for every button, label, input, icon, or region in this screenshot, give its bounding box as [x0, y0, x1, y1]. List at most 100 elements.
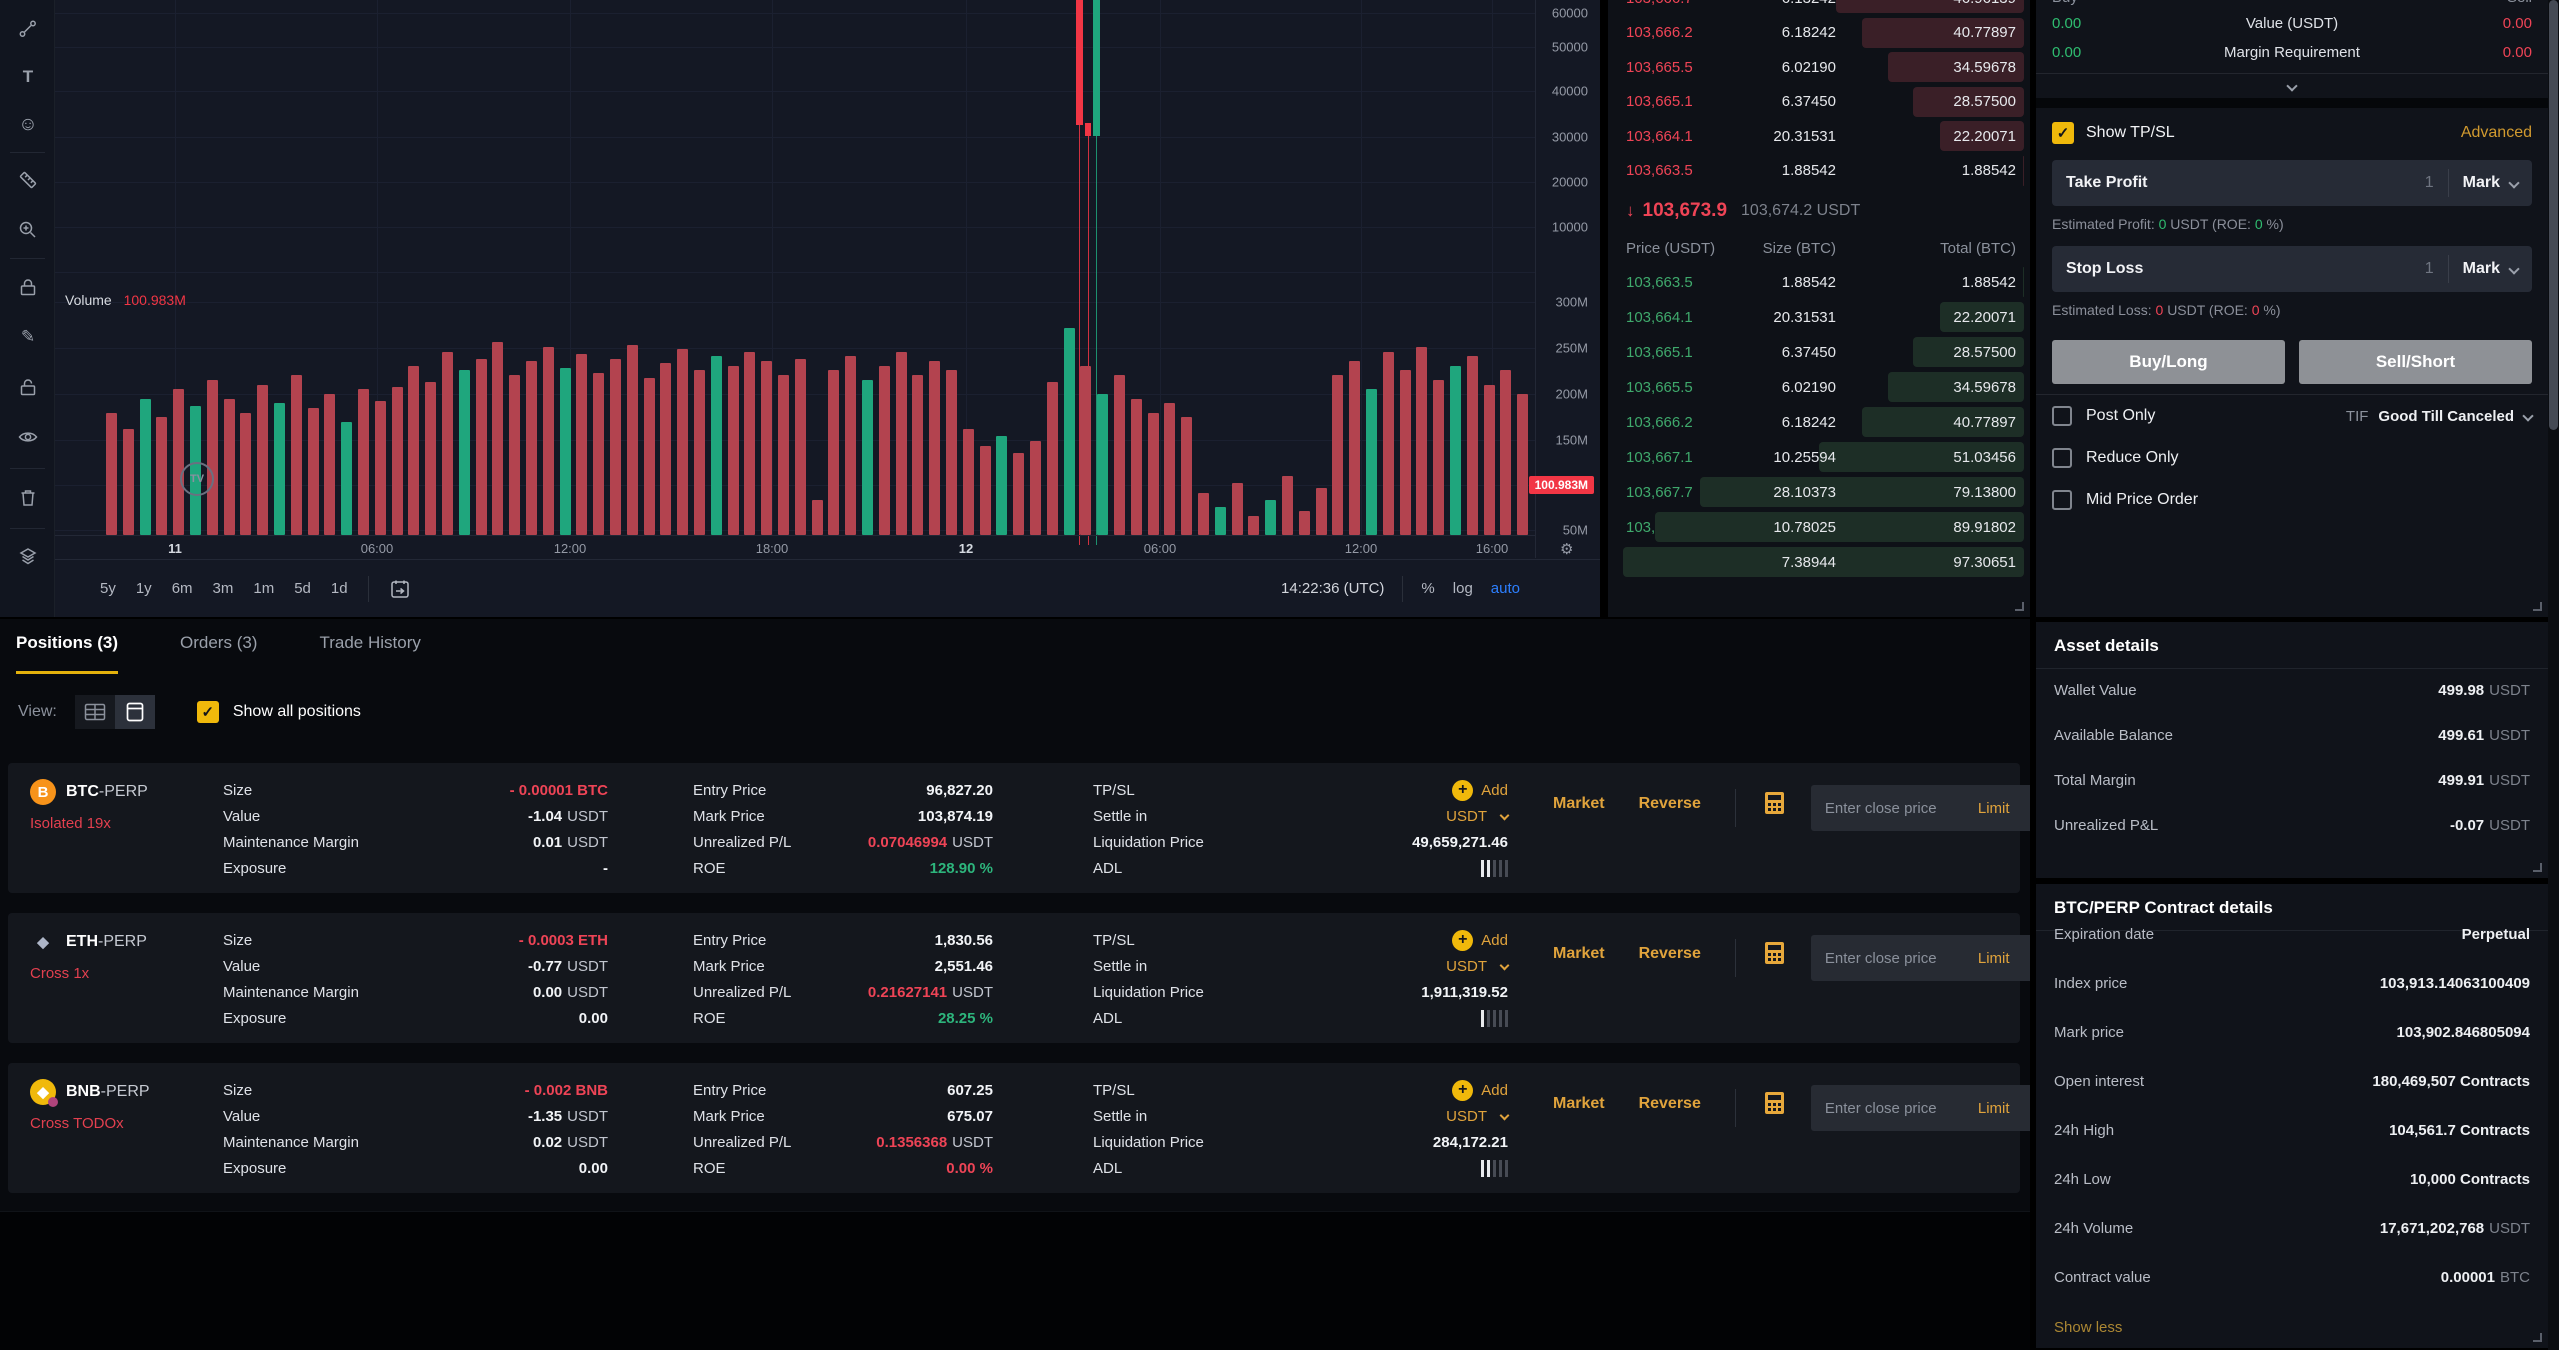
- tif-dropdown[interactable]: TIF Good Till Canceled: [2346, 408, 2534, 425]
- tpsl-add[interactable]: + Add: [1452, 779, 1508, 801]
- axis-settings-icon[interactable]: ⚙: [1560, 541, 1574, 558]
- sell-tab[interactable]: Sell: [2507, 0, 2532, 6]
- order-book-ask-row[interactable]: 103,666.2 6.18242 40.77897: [1608, 16, 2030, 50]
- object-tree-icon[interactable]: [13, 542, 43, 572]
- trend-line-tool-icon[interactable]: [13, 14, 43, 44]
- hide-drawings-icon[interactable]: [13, 422, 43, 452]
- card-view-button[interactable]: [114, 695, 155, 729]
- tpsl-add[interactable]: + Add: [1452, 929, 1508, 951]
- sell-short-button[interactable]: Sell/Short: [2299, 340, 2532, 384]
- show-tpsl-checkbox[interactable]: ✓: [2052, 122, 2074, 144]
- grid-view-button[interactable]: [74, 695, 115, 729]
- percent-scale-button[interactable]: %: [1421, 580, 1435, 597]
- resize-handle[interactable]: [2533, 1333, 2542, 1342]
- take-profit-trigger-dropdown[interactable]: Mark: [2462, 174, 2500, 191]
- timeframe-5d-button[interactable]: 5d: [294, 580, 311, 597]
- timeframe-5y-button[interactable]: 5y: [100, 580, 116, 597]
- reverse-position-button[interactable]: Reverse: [1638, 1095, 1701, 1112]
- order-book-bid-row[interactable]: 103,663.5 1.88542 1.88542: [1608, 265, 2030, 299]
- calculator-icon[interactable]: [1764, 1091, 1785, 1120]
- close-price-input[interactable]: [1822, 798, 1978, 818]
- add-icon[interactable]: +: [1452, 779, 1474, 801]
- measure-tool-icon[interactable]: [13, 165, 43, 195]
- reduce-only-checkbox[interactable]: [2052, 448, 2072, 468]
- tpsl-add[interactable]: + Add: [1452, 1079, 1508, 1101]
- tab-orders[interactable]: Orders (3): [180, 633, 258, 652]
- price-chart[interactable]: Volume 100.983M 60000 50000 40000 30000 2000…: [55, 0, 1600, 617]
- show-all-positions-checkbox[interactable]: ✓: [196, 701, 219, 723]
- resize-handle[interactable]: [2015, 602, 2024, 611]
- limit-close-button[interactable]: Limit: [1977, 949, 2010, 967]
- stop-loss-trigger-dropdown[interactable]: Mark: [2462, 260, 2500, 277]
- mid-price-order-checkbox[interactable]: [2052, 490, 2072, 510]
- order-book-ask-row[interactable]: 103,665.1 6.37450 28.57500: [1608, 85, 2030, 119]
- order-book-ask-row[interactable]: 103,664.1 20.31531 22.20071: [1608, 119, 2030, 153]
- take-profit-input[interactable]: Take Profit 1 Mark: [2052, 160, 2532, 206]
- order-book-bid-row[interactable]: 103,664.1 20.31531 22.20071: [1608, 300, 2030, 334]
- auto-scale-button[interactable]: auto: [1490, 580, 1520, 597]
- buy-tab[interactable]: Buy: [2052, 0, 2078, 6]
- add-tpsl-button[interactable]: Add: [1481, 781, 1508, 799]
- collapse-section-button[interactable]: [2036, 74, 2548, 98]
- order-book-bid-row[interactable]: 103,667.7 28.10373 79.13800: [1608, 475, 2030, 509]
- draw-tool-icon[interactable]: ✎: [20, 327, 36, 346]
- volume-bar: [1013, 453, 1025, 535]
- add-icon[interactable]: +: [1452, 1079, 1474, 1101]
- post-only-checkbox[interactable]: [2052, 406, 2072, 426]
- order-book-ask-row[interactable]: 103,666.76.1324246.96139: [1608, 0, 2030, 15]
- text-tool-icon[interactable]: T: [22, 67, 34, 86]
- add-icon[interactable]: +: [1452, 929, 1474, 951]
- order-book-ask-row[interactable]: 103,665.5 6.02190 34.59678: [1608, 50, 2030, 84]
- limit-close-button[interactable]: Limit: [1977, 1099, 2010, 1117]
- calculator-icon[interactable]: [1764, 791, 1785, 820]
- order-book-bid-row[interactable]: 103,665.1 6.37450 28.57500: [1608, 335, 2030, 369]
- tab-trade-history[interactable]: Trade History: [319, 633, 421, 652]
- timeframe-1m-button[interactable]: 1m: [253, 580, 275, 597]
- settle-currency-dropdown[interactable]: USDT: [1446, 1108, 1510, 1125]
- market-close-button[interactable]: Market: [1553, 795, 1605, 812]
- buy-long-button[interactable]: Buy/Long: [2052, 340, 2285, 384]
- reverse-position-button[interactable]: Reverse: [1638, 945, 1701, 962]
- scrollbar-thumb[interactable]: [2549, 0, 2558, 430]
- order-book-bid-row[interactable]: 103,667.1 10.25594 51.03456: [1608, 440, 2030, 474]
- market-close-button[interactable]: Market: [1553, 1095, 1605, 1112]
- timeframe-6m-button[interactable]: 6m: [171, 580, 193, 597]
- emoji-tool-icon[interactable]: ☺: [18, 114, 38, 135]
- page-scrollbar[interactable]: [2548, 0, 2559, 1350]
- zoom-in-tool-icon[interactable]: [13, 215, 43, 245]
- resize-handle[interactable]: [2533, 602, 2542, 611]
- goto-date-icon[interactable]: [389, 578, 411, 600]
- unlock-tool-icon[interactable]: [13, 372, 43, 402]
- market-close-button[interactable]: Market: [1553, 945, 1605, 962]
- order-book-bid-row[interactable]: 103,665.5 6.02190 34.59678: [1608, 370, 2030, 404]
- toolbar-divider: [367, 575, 369, 602]
- log-scale-button[interactable]: log: [1452, 580, 1473, 597]
- close-price-input[interactable]: [1822, 1098, 1978, 1118]
- lock-tool-icon[interactable]: [13, 272, 43, 302]
- order-book-ask-row[interactable]: 103,663.5 1.88542 1.88542: [1608, 154, 2030, 188]
- limit-close-button[interactable]: Limit: [1977, 799, 2010, 817]
- advanced-link[interactable]: Advanced: [2460, 124, 2532, 141]
- resize-handle[interactable]: [2533, 863, 2542, 872]
- settle-currency-dropdown[interactable]: USDT: [1446, 958, 1510, 975]
- tab-positions[interactable]: Positions (3): [16, 633, 119, 674]
- add-tpsl-button[interactable]: Add: [1481, 1081, 1508, 1099]
- timeframe-1d-button[interactable]: 1d: [330, 580, 348, 597]
- buy-sell-toggle[interactable]: Buy Sell: [2036, 0, 2548, 9]
- delete-drawings-icon[interactable]: [13, 482, 43, 512]
- timeframe-3m-button[interactable]: 3m: [212, 580, 234, 597]
- chart-clock[interactable]: 14:22:36 (UTC): [1281, 580, 1385, 597]
- time-axis[interactable]: 11 06:00 12:00 18:00 12 06:00 12:00 16:00: [55, 535, 1535, 559]
- order-book-bid-row[interactable]: 103,666.2 6.18242 40.77897: [1608, 405, 2030, 439]
- timeframe-1y-button[interactable]: 1y: [135, 580, 152, 597]
- reverse-position-button[interactable]: Reverse: [1638, 795, 1701, 812]
- volume-bar: [677, 349, 689, 535]
- show-less-link[interactable]: Show less: [2054, 1319, 2123, 1336]
- calculator-icon[interactable]: [1764, 941, 1785, 970]
- close-price-input[interactable]: [1822, 948, 1978, 968]
- settle-currency-dropdown[interactable]: USDT: [1446, 808, 1510, 825]
- add-tpsl-button[interactable]: Add: [1481, 931, 1508, 949]
- stop-loss-input[interactable]: Stop Loss 1 Mark: [2052, 246, 2532, 292]
